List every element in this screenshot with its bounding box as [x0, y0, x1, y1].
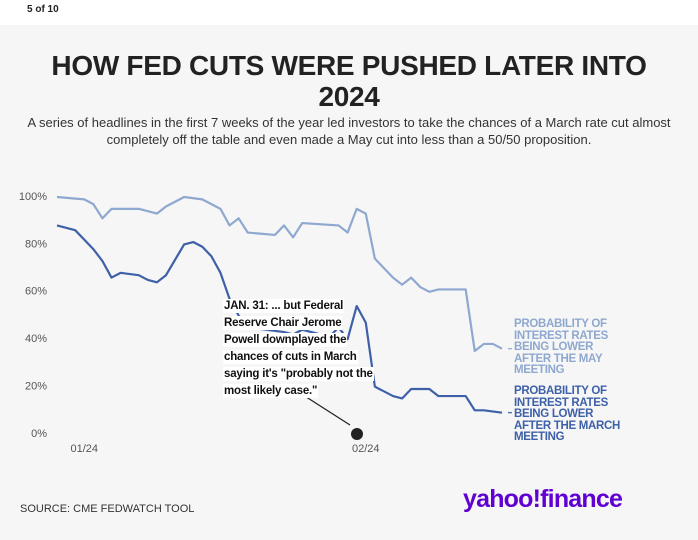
- y-tick-label: 60%: [25, 286, 47, 298]
- top-bar: [0, 0, 698, 25]
- y-tick-label: 80%: [25, 238, 47, 250]
- y-tick-label: 100%: [19, 191, 47, 203]
- series-label: PROBABILITY OF INTEREST RATES BEING LOWE…: [514, 318, 608, 376]
- series-label: PROBABILITY OF INTEREST RATES BEING LOWE…: [514, 385, 621, 443]
- x-tick-label: 01/24: [70, 443, 98, 455]
- source: SOURCE: CME FEDWATCH TOOL: [20, 503, 195, 515]
- chart-title: HOW FED CUTS WERE PUSHED LATER INTO 2024: [51, 50, 647, 112]
- y-tick-label: 20%: [25, 381, 47, 393]
- annotation-pointer: [299, 392, 351, 426]
- y-tick-label: 0%: [31, 428, 47, 440]
- chart-subtitle: A series of headlines in the first 7 wee…: [27, 115, 671, 147]
- logo: yahoo!finance: [463, 485, 623, 513]
- x-tick-label: 02/24: [352, 443, 380, 455]
- series-line: [56, 195, 503, 353]
- annotation-marker: [351, 428, 363, 440]
- slide-counter: 5 of 10: [27, 4, 59, 15]
- y-tick-label: 40%: [25, 333, 47, 345]
- annotation-text: JAN. 31: ... but Federal Reserve Chair J…: [223, 299, 374, 398]
- annotation: JAN. 31: ... but Federal Reserve Chair J…: [223, 298, 375, 400]
